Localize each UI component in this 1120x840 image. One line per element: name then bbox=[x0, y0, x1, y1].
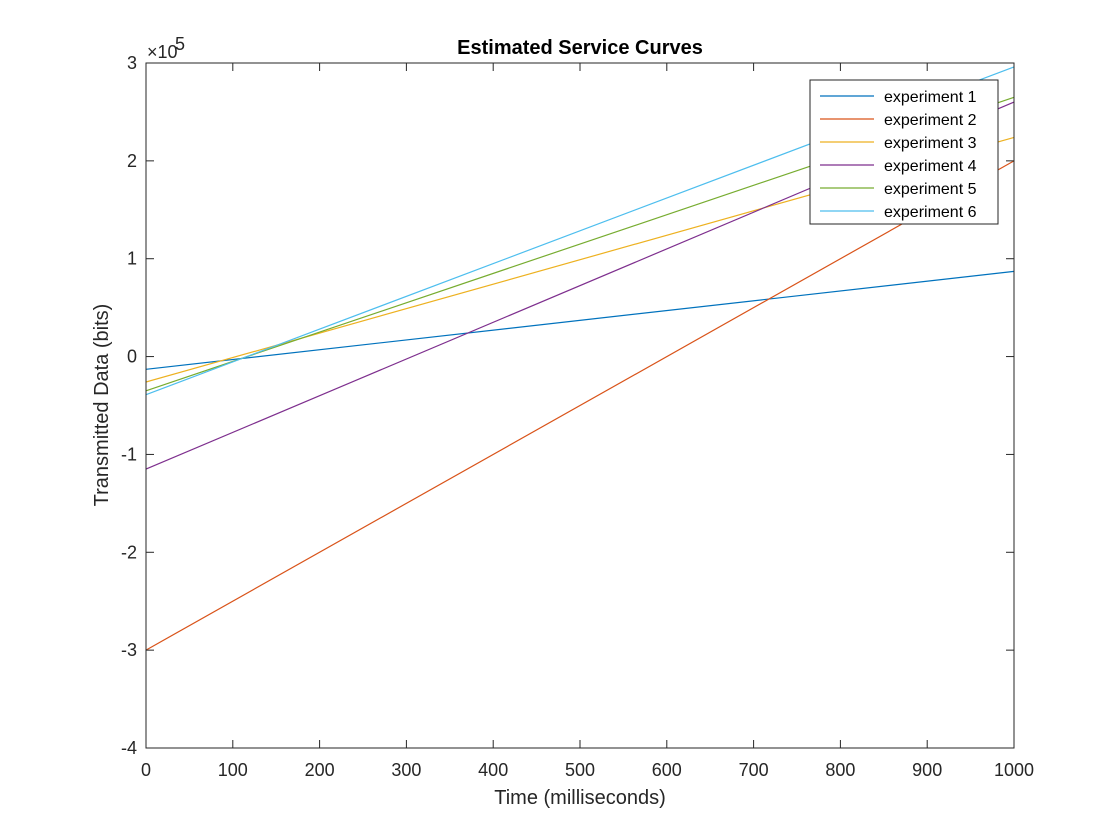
legend-label-1: experiment 1 bbox=[884, 89, 977, 106]
y-tick-label: -2 bbox=[121, 542, 137, 562]
x-tick-label: 700 bbox=[739, 760, 769, 780]
y-axis-label: Transmitted Data (bits) bbox=[91, 304, 113, 507]
legend-label-4: experiment 4 bbox=[884, 158, 977, 175]
legend-box bbox=[809, 79, 999, 225]
x-tick-label: 300 bbox=[391, 760, 421, 780]
x-axis-label: Time (milliseconds) bbox=[494, 787, 666, 809]
y-tick-label: 3 bbox=[127, 53, 137, 73]
x-tick-label: 600 bbox=[652, 760, 682, 780]
y-tick-label: -1 bbox=[121, 444, 137, 464]
series-line-2 bbox=[145, 160, 1015, 651]
y-tick-label: -4 bbox=[121, 738, 137, 758]
y-tick-label: 1 bbox=[127, 249, 137, 269]
x-tick-label: 0 bbox=[141, 760, 151, 780]
plot-frame bbox=[145, 62, 1015, 749]
y-exponent: ×10 5 bbox=[147, 34, 185, 62]
x-tick-label: 900 bbox=[912, 760, 942, 780]
x-tick-label: 200 bbox=[305, 760, 335, 780]
x-tick-label: 500 bbox=[565, 760, 595, 780]
legend: experiment 1 experiment 2 experiment 3 expe… bbox=[809, 79, 999, 225]
x-tick-label: 1000 bbox=[994, 760, 1034, 780]
y-tick-label: 2 bbox=[127, 151, 137, 171]
series-line-1 bbox=[145, 270, 1015, 370]
x-tick-label: 800 bbox=[825, 760, 855, 780]
tick-layer: 0 100 200 300 400 500 600 700 800 900 1000 -4 -3 -2 -1… bbox=[121, 53, 1034, 780]
y-exponent-base: ×10 bbox=[147, 42, 178, 62]
x-tick-label: 400 bbox=[478, 760, 508, 780]
legend-label-6: experiment 6 bbox=[884, 204, 977, 221]
legend-label-3: experiment 3 bbox=[884, 135, 977, 152]
legend-items: experiment 1 experiment 2 experiment 3 expe… bbox=[820, 89, 977, 221]
legend-label-2: experiment 2 bbox=[884, 112, 977, 129]
x-tick-label: 100 bbox=[218, 760, 248, 780]
y-exponent-power: 5 bbox=[175, 34, 185, 54]
y-tick-label: -3 bbox=[121, 640, 137, 660]
chart-title: Estimated Service Curves bbox=[457, 37, 703, 59]
legend-label-5: experiment 5 bbox=[884, 181, 977, 198]
y-tick-label: 0 bbox=[127, 347, 137, 367]
